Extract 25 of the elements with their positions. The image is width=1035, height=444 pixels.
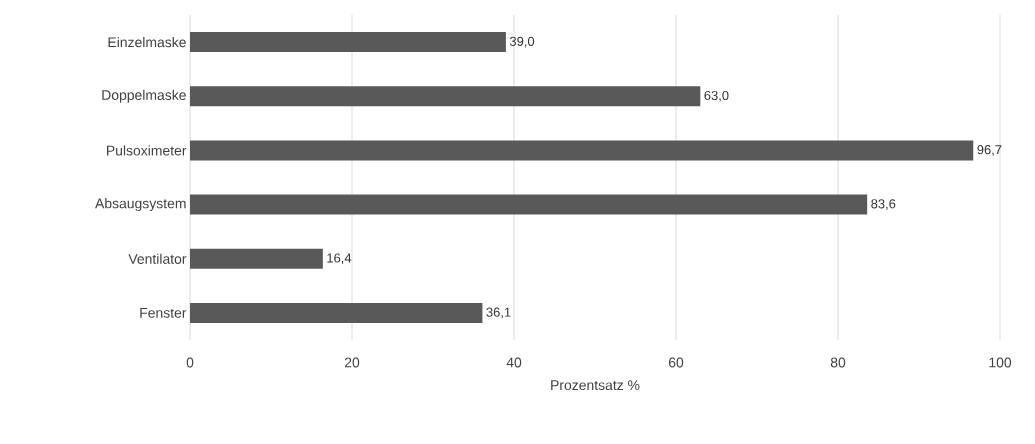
x-tick-label: 40 <box>506 357 522 368</box>
x-tick-label: 0 <box>186 357 194 368</box>
y-tick-label: Ventilator <box>128 253 187 264</box>
bar <box>190 32 506 53</box>
data-label: 83,6 <box>871 199 896 210</box>
y-tick-label: Pulsoximeter <box>107 145 187 156</box>
y-tick-label: Einzelmaske <box>108 36 186 48</box>
data-label: 16,4 <box>327 253 352 265</box>
y-tick-label: Absaugsystem <box>95 198 186 212</box>
data-label: 63,0 <box>704 90 729 102</box>
x-tick-label: 20 <box>344 357 360 368</box>
data-label: 36,1 <box>486 307 511 319</box>
x-axis-title: Prozentsatz % <box>551 380 640 391</box>
data-label: 96,7 <box>977 145 1002 156</box>
y-tick-label: Fenster <box>140 308 187 318</box>
bar <box>190 86 701 107</box>
data-label: 39,0 <box>509 36 535 48</box>
bar <box>190 302 483 323</box>
y-tick-label: Doppelmaske <box>102 89 186 103</box>
x-tick-label: 100 <box>989 357 1012 368</box>
bar <box>190 140 974 161</box>
bar <box>190 248 323 269</box>
x-tick-label: 80 <box>830 357 846 368</box>
bar <box>190 194 868 215</box>
x-tick-label: 60 <box>668 357 684 368</box>
